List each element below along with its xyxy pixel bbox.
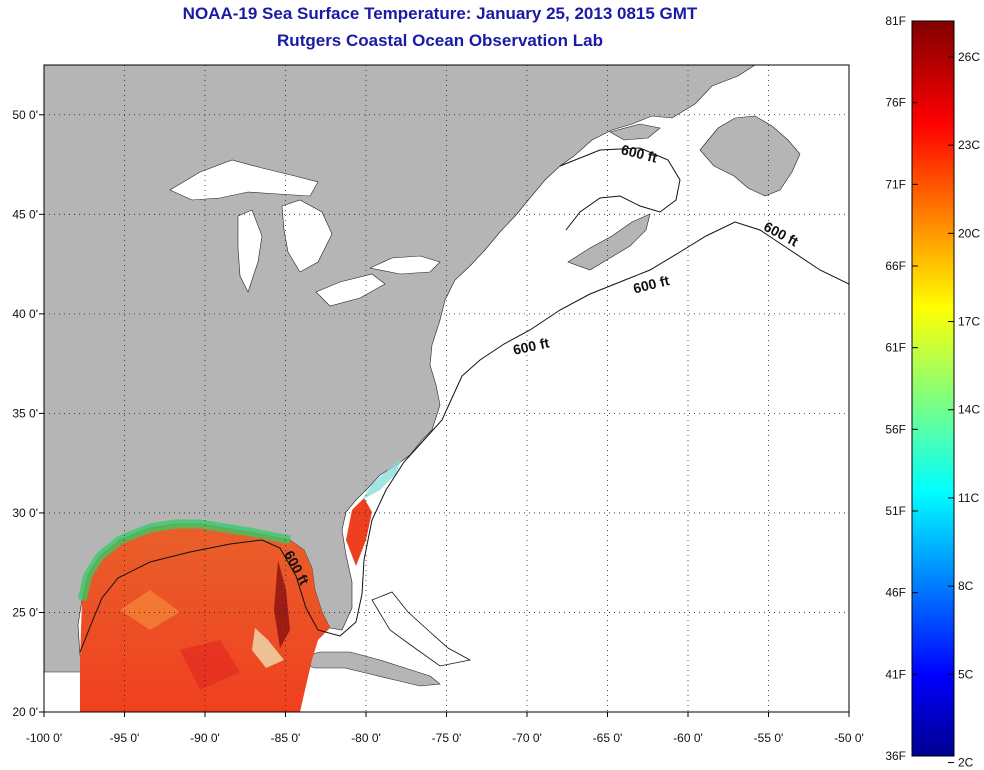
lon-tick-label: -90 0' [190, 731, 220, 745]
lat-tick-label: 40 0' [12, 307, 38, 321]
colorbar-c-label: 20C [958, 226, 980, 240]
cuba-island [288, 651, 441, 687]
great-lakes [169, 159, 441, 307]
lat-tick-label: 35 0' [12, 406, 38, 420]
lat-tick-label: 45 0' [12, 207, 38, 221]
depth-contour-600ft [79, 221, 849, 653]
colorbar-f-label: 61F [885, 341, 906, 355]
colorbar-f-label: 76F [885, 96, 906, 110]
colorbar-f-label: 66F [885, 259, 906, 273]
colorbar-c-label: 26C [958, 50, 980, 64]
gulf-stream-sst [346, 498, 372, 566]
lon-tick-label: -85 0' [271, 731, 301, 745]
map-canvas [44, 65, 849, 712]
lon-tick-label: -80 0' [351, 731, 381, 745]
nova-scotia [567, 213, 651, 271]
colorbar-f-label: 51F [885, 504, 906, 518]
colorbar-c-label: 11C [958, 491, 979, 505]
colorbar-c-label: 2C [958, 756, 974, 770]
lon-tick-label: -50 0' [834, 731, 864, 745]
colorbar-c-label: 5C [958, 667, 974, 681]
map-title: NOAA-19 Sea Surface Temperature: January… [182, 4, 698, 23]
colorbar-f-label: 36F [885, 749, 906, 763]
lat-tick-label: 50 0' [12, 108, 38, 122]
lon-tick-label: -60 0' [673, 731, 703, 745]
colorbar-c-label: 17C [958, 315, 980, 329]
colorbar-f-label: 56F [885, 422, 906, 436]
colorbar-f-label: 46F [885, 586, 906, 600]
colorbar-f-label: 71F [885, 177, 906, 191]
lat-tick-label: 20 0' [12, 705, 38, 719]
contour-label-4: 600 ft [511, 334, 550, 357]
anticosti-island [609, 123, 661, 141]
newfoundland-island [699, 115, 801, 197]
colorbar-c-label: 14C [958, 403, 980, 417]
colorbar-c-label: 23C [958, 138, 980, 152]
lat-tick-label: 25 0' [12, 605, 38, 619]
lon-tick-label: -70 0' [512, 731, 542, 745]
lon-tick-label: -95 0' [110, 731, 140, 745]
bahamas-bank [371, 591, 472, 667]
lon-tick-label: -75 0' [432, 731, 462, 745]
lon-tick-label: -65 0' [593, 731, 623, 745]
map-subtitle: Rutgers Coastal Ocean Observation Lab [277, 31, 603, 50]
colorbar-f-label: 81F [885, 14, 906, 28]
colorbar [911, 20, 955, 757]
latitude-ticks: 20 0' 25 0' 30 0' 35 0' 40 0' 45 0' 50 0' [12, 108, 44, 719]
colorbar-c-label: 8C [958, 579, 974, 593]
lon-tick-label: -100 0' [26, 731, 62, 745]
lat-tick-label: 30 0' [12, 506, 38, 520]
colorbar-celsius-labels: 26C 23C 20C 17C 14C 11C 8C 5C 2C [948, 50, 980, 770]
colorbar-f-label: 41F [885, 667, 906, 681]
map-grid [44, 65, 849, 712]
longitude-ticks: -100 0' -95 0' -90 0' -85 0' -80 0' -75 0' -70… [26, 712, 864, 745]
colorbar-fahrenheit-labels: 81F 76F 71F 66F 61F 56F 51F 46F 41F 36F [885, 14, 918, 763]
lon-tick-label: -55 0' [754, 731, 784, 745]
